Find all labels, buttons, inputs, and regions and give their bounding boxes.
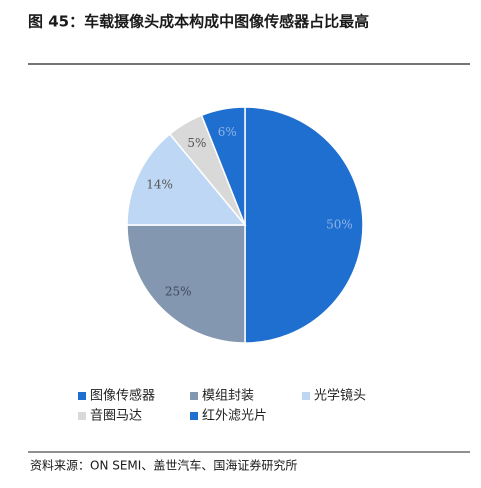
data-label: 6% (218, 125, 237, 139)
data-label: 5% (187, 136, 206, 150)
data-label: 25% (165, 284, 192, 298)
chart-title: 图 45：车载摄像头成本构成中图像传感器占比最高 (28, 13, 369, 31)
data-label: 14% (146, 177, 173, 191)
legend-label: 音圈马达 (90, 408, 142, 424)
pie-slice (126, 224, 246, 344)
legend-label: 红外滤光片 (202, 408, 267, 424)
legend-swatch (190, 392, 198, 400)
legend-swatch (78, 412, 86, 420)
data-label: 50% (326, 218, 353, 232)
pie-slice (200, 106, 246, 226)
legend-swatch (302, 392, 310, 400)
legend-swatch (190, 412, 198, 420)
pie-slice (244, 106, 364, 344)
legend-swatch (78, 392, 86, 400)
source: 资料来源：ON SEMI、盖世汽车、国海证券研究所 (30, 458, 297, 473)
legend-label: 模组封装 (202, 389, 254, 404)
legend-label: 光学镜头 (314, 388, 366, 404)
pie-slice (126, 133, 247, 226)
legend-label: 图像传感器 (90, 388, 155, 404)
